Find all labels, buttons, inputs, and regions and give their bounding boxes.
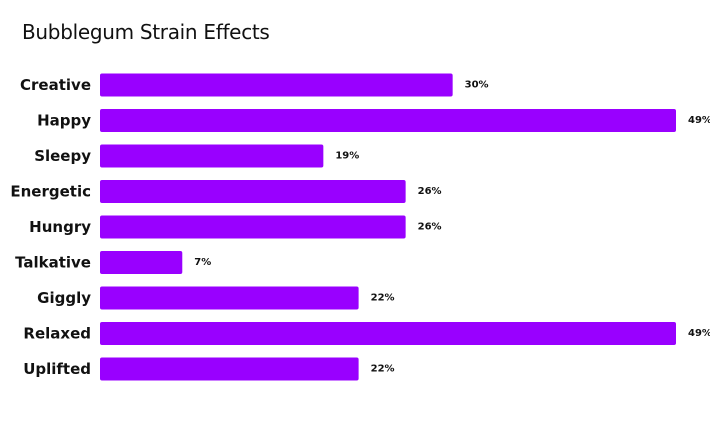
- category-label: Sleepy: [34, 147, 91, 165]
- category-label: Giggly: [37, 289, 91, 307]
- value-label: 26%: [418, 186, 442, 197]
- category-label: Uplifted: [23, 360, 91, 378]
- value-label: 49%: [688, 115, 710, 126]
- bar: [100, 180, 406, 203]
- bar: [100, 286, 359, 310]
- category-label: Hungry: [29, 218, 91, 236]
- value-label: 49%: [688, 328, 710, 339]
- category-label: Energetic: [10, 183, 91, 201]
- category-label: Relaxed: [23, 325, 91, 343]
- value-label: 26%: [418, 222, 442, 233]
- value-label: 22%: [371, 364, 395, 375]
- value-label: 22%: [371, 293, 395, 304]
- chart-title: Bubblegum Strain Effects: [22, 20, 270, 44]
- bar: [100, 109, 676, 132]
- value-label: 30%: [465, 80, 489, 91]
- category-label: Happy: [37, 112, 91, 130]
- bar: [100, 357, 359, 381]
- value-label: 19%: [335, 151, 359, 162]
- bar: [100, 215, 406, 239]
- bar: [100, 144, 324, 168]
- category-label: Creative: [20, 76, 91, 94]
- bar: [100, 322, 676, 345]
- category-label: Talkative: [15, 254, 91, 272]
- value-label: 7%: [194, 257, 211, 268]
- bar: [100, 73, 453, 97]
- bar: [100, 251, 183, 274]
